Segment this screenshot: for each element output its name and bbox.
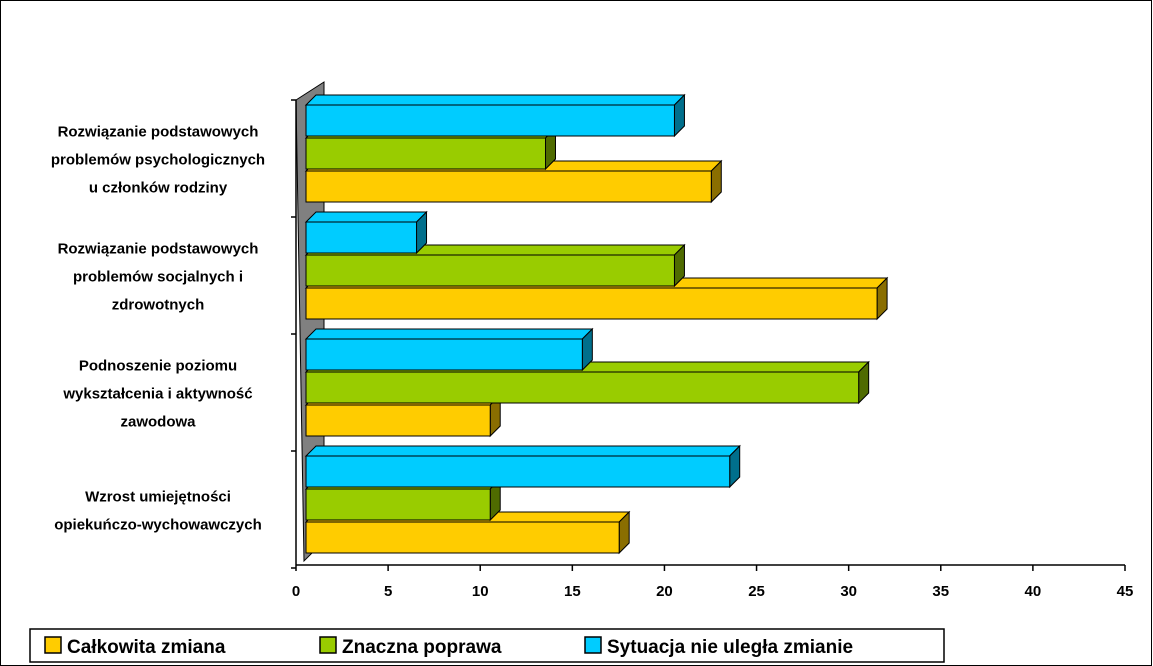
category-label: Rozwiązanie podstawowych xyxy=(58,124,259,141)
legend-swatch xyxy=(319,636,337,654)
category-label: Wzrost umiejętności xyxy=(85,489,231,506)
bar-4-3 xyxy=(304,444,741,489)
bar-front-face xyxy=(305,521,620,554)
category-label: problemów psychologicznych xyxy=(51,152,265,169)
bar-front-face xyxy=(305,287,878,320)
x-tick-label: 20 xyxy=(656,583,673,600)
bar-front-face xyxy=(305,221,418,254)
bar-top-face xyxy=(304,328,594,340)
x-tick-label: 10 xyxy=(472,583,489,600)
bar-top-face xyxy=(304,445,741,457)
bar-front-face xyxy=(305,254,675,287)
category-label: Rozwiązanie podstawowych xyxy=(58,241,259,258)
legend-swatch xyxy=(584,636,602,654)
legend-box xyxy=(29,628,945,663)
bar-front-face xyxy=(305,338,583,371)
x-tick-label: 35 xyxy=(932,583,949,600)
category-label: opiekuńczo-wychowawczych xyxy=(54,517,262,534)
bar-front-face xyxy=(305,488,491,521)
bar-1-3 xyxy=(304,93,686,138)
category-label: zawodowa xyxy=(120,414,196,431)
bars xyxy=(304,93,889,555)
legend-label: Znaczna poprawa xyxy=(342,637,502,658)
x-tick-label: 5 xyxy=(384,583,392,600)
category-label: wykształcenia i aktywność xyxy=(62,386,252,403)
x-axis: 0 5 10 15 20 25 30 35 40 45 xyxy=(291,99,1134,600)
bar-2-3 xyxy=(304,210,428,255)
category-labels: Rozwiązanie podstawowych problemów psycho… xyxy=(51,124,265,534)
bar-front-face xyxy=(305,104,675,137)
bar-top-face xyxy=(304,94,686,106)
bar-1-1 xyxy=(304,159,723,204)
bar-3-3 xyxy=(304,327,594,372)
bar-3-2 xyxy=(304,360,870,405)
category-label: u członków rodziny xyxy=(89,180,228,197)
x-tick-label: 25 xyxy=(748,583,765,600)
legend-label: Sytuacja nie uległa zmianie xyxy=(607,637,853,658)
category-label: zdrowotnych xyxy=(112,297,205,314)
bar-top-face xyxy=(304,211,428,223)
x-tick-label: 0 xyxy=(292,583,300,600)
x-tick-label: 45 xyxy=(1117,583,1134,600)
bar-front-face xyxy=(305,170,712,203)
bar-front-face xyxy=(305,404,491,437)
bar-front-face xyxy=(305,371,860,404)
legend-label: Całkowita zmiana xyxy=(67,637,226,658)
category-label: Podnoszenie poziomu xyxy=(79,358,237,375)
x-tick-label: 40 xyxy=(1025,583,1042,600)
bar-front-face xyxy=(305,137,546,170)
bar-front-face xyxy=(305,455,731,488)
category-label: problemów socjalnych i xyxy=(73,269,243,286)
legend: Całkowita zmiana Znaczna poprawa Sytuacja … xyxy=(29,628,945,663)
legend-swatch xyxy=(44,636,62,654)
x-tick-label: 15 xyxy=(564,583,581,600)
x-tick-label: 30 xyxy=(840,583,857,600)
